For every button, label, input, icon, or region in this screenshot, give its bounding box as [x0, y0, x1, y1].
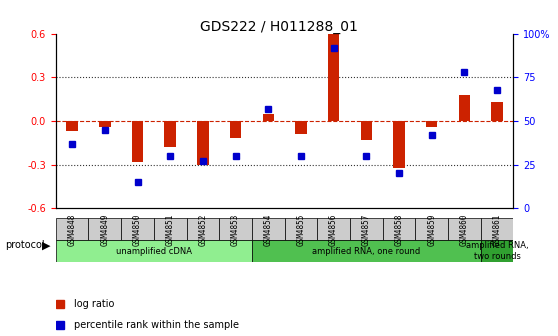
FancyBboxPatch shape [186, 218, 219, 240]
Text: GSM4854: GSM4854 [264, 213, 273, 246]
FancyBboxPatch shape [480, 240, 513, 262]
Text: GSM4857: GSM4857 [362, 213, 371, 246]
FancyBboxPatch shape [121, 218, 154, 240]
Bar [360, 121, 372, 140]
Bar [426, 121, 437, 127]
Bar [66, 121, 78, 131]
FancyBboxPatch shape [350, 218, 383, 240]
Text: GSM4849: GSM4849 [100, 213, 109, 246]
Bar [459, 95, 470, 121]
Text: percentile rank within the sample: percentile rank within the sample [74, 320, 239, 330]
Text: unamplified cDNA: unamplified cDNA [116, 247, 192, 256]
Bar [491, 102, 503, 121]
FancyBboxPatch shape [285, 218, 318, 240]
Bar [197, 121, 209, 165]
Bar [393, 121, 405, 168]
Bar [262, 114, 274, 121]
Bar [132, 121, 143, 162]
Bar [165, 121, 176, 147]
Text: GSM4861: GSM4861 [493, 213, 502, 246]
FancyBboxPatch shape [252, 218, 285, 240]
FancyBboxPatch shape [252, 240, 480, 262]
Text: GSM4850: GSM4850 [133, 213, 142, 246]
FancyBboxPatch shape [448, 218, 480, 240]
Text: GSM4855: GSM4855 [296, 213, 305, 246]
Text: GSM4848: GSM4848 [68, 213, 76, 246]
FancyBboxPatch shape [480, 218, 513, 240]
Bar [295, 121, 307, 134]
Text: GSM4856: GSM4856 [329, 213, 338, 246]
FancyBboxPatch shape [89, 218, 121, 240]
Bar [230, 121, 241, 138]
Text: GSM4859: GSM4859 [427, 213, 436, 246]
Bar [99, 121, 110, 127]
Text: log ratio: log ratio [74, 299, 114, 309]
Text: GSM4860: GSM4860 [460, 213, 469, 246]
Text: protocol: protocol [6, 240, 45, 250]
Text: GSM4858: GSM4858 [395, 213, 403, 246]
Text: GSM4851: GSM4851 [166, 213, 175, 246]
FancyBboxPatch shape [318, 218, 350, 240]
FancyBboxPatch shape [219, 218, 252, 240]
Bar [328, 34, 339, 121]
Text: amplified RNA, one round: amplified RNA, one round [312, 247, 420, 256]
Text: ▶: ▶ [42, 240, 50, 250]
Text: GDS222 / H011288_01: GDS222 / H011288_01 [200, 20, 358, 34]
Text: GSM4852: GSM4852 [199, 213, 208, 246]
FancyBboxPatch shape [56, 240, 252, 262]
Text: amplified RNA,
two rounds: amplified RNA, two rounds [466, 242, 528, 261]
FancyBboxPatch shape [383, 218, 415, 240]
FancyBboxPatch shape [154, 218, 186, 240]
Text: GSM4853: GSM4853 [231, 213, 240, 246]
FancyBboxPatch shape [415, 218, 448, 240]
FancyBboxPatch shape [56, 218, 89, 240]
